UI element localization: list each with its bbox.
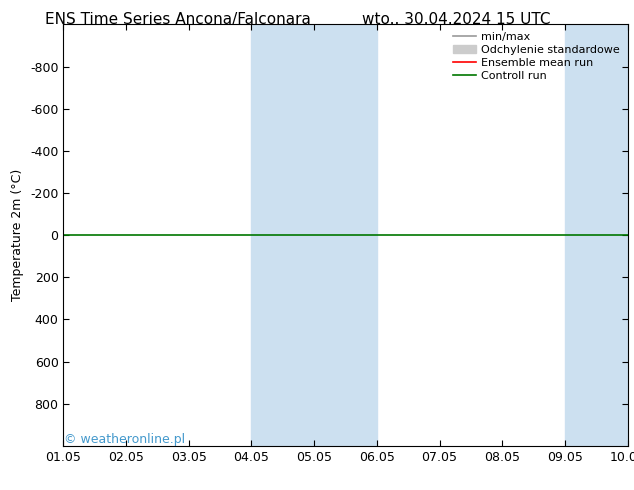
Bar: [565, 24, 628, 446]
Text: ENS Time Series Ancona/Falconara: ENS Time Series Ancona/Falconara: [44, 12, 311, 27]
Text: © weatheronline.pl: © weatheronline.pl: [63, 433, 185, 446]
Text: wto.. 30.04.2024 15 UTC: wto.. 30.04.2024 15 UTC: [362, 12, 551, 27]
Y-axis label: Temperature 2m (°C): Temperature 2m (°C): [11, 169, 25, 301]
Legend: min/max, Odchylenie standardowe, Ensemble mean run, Controll run: min/max, Odchylenie standardowe, Ensembl…: [451, 30, 622, 83]
Bar: [252, 24, 377, 446]
